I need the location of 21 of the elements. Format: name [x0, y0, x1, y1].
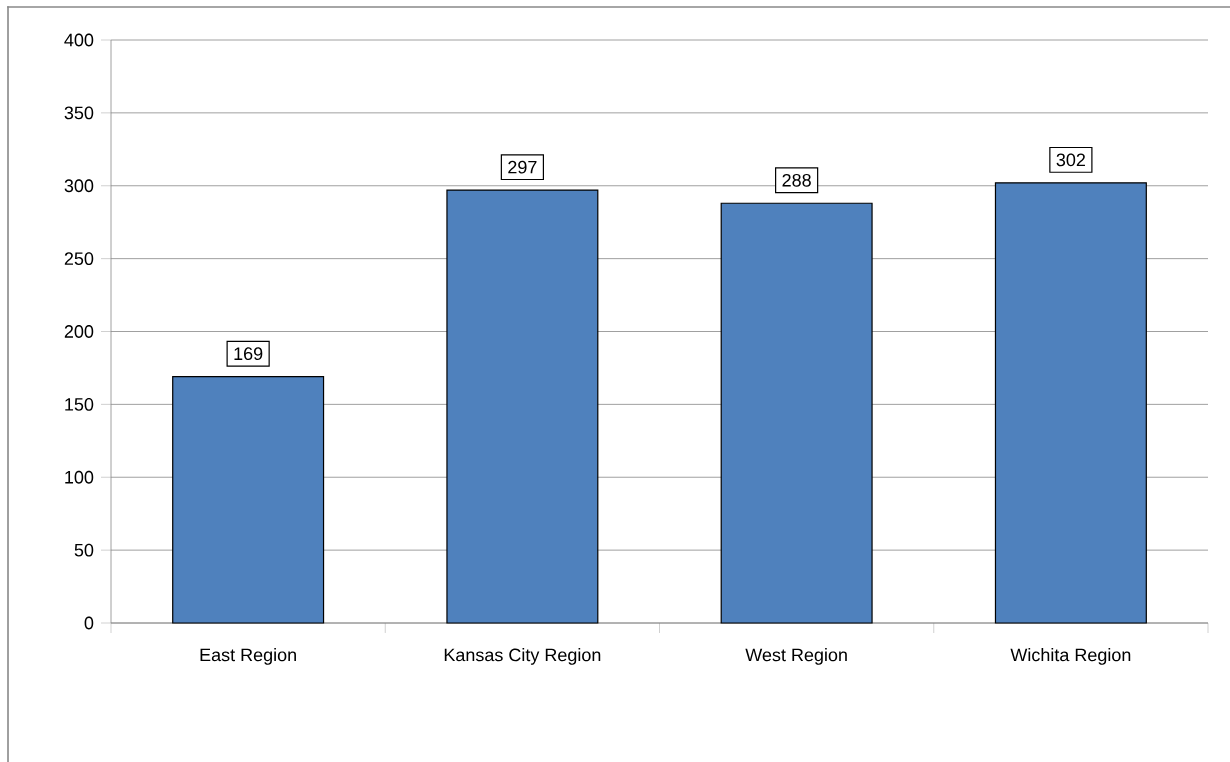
y-tick-label: 400 [64, 33, 94, 47]
x-tick-label: East Region [200, 648, 296, 665]
x-tick-label: Kansas City Region [444, 648, 601, 665]
bar [994, 182, 1147, 624]
y-tick-label: 200 [64, 325, 94, 338]
data-label: 288 [782, 173, 811, 187]
bar [720, 202, 873, 624]
data-label: 302 [1056, 153, 1085, 167]
y-tick-label: 350 [64, 106, 94, 120]
bar [172, 376, 325, 624]
x-tick-label: West Region [745, 648, 847, 665]
data-label: 297 [508, 160, 537, 174]
bar [446, 189, 599, 624]
y-tick-label: 150 [65, 397, 94, 411]
y-tick-label: 300 [64, 179, 94, 193]
y-tick-label: 50 [74, 543, 94, 557]
data-label: 169 [234, 347, 263, 361]
y-tick-label: 0 [84, 616, 94, 630]
y-tick-label: 250 [64, 252, 94, 266]
x-tick-label: Wichita Region [1010, 648, 1131, 665]
y-tick-label: 100 [65, 470, 94, 484]
